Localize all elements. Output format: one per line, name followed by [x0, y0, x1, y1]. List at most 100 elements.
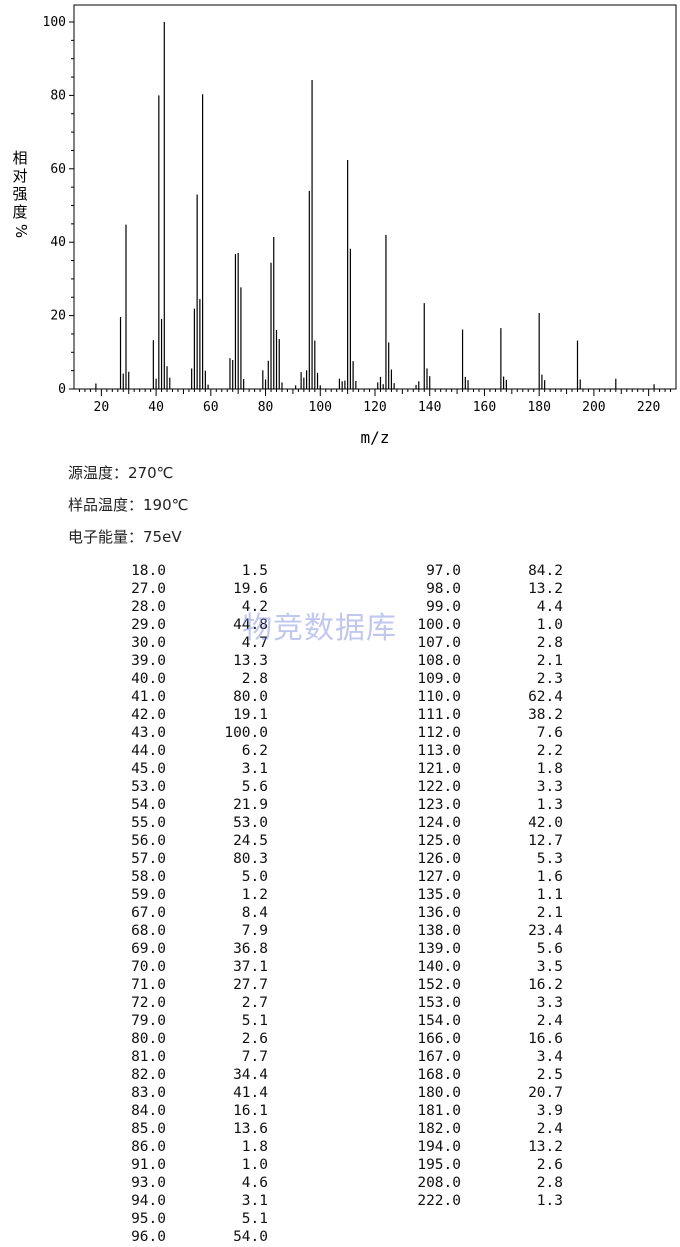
peak-row: 124.0 42.0 — [403, 815, 563, 833]
peak-mz: 140.0 — [417, 959, 461, 975]
peak-mz: 30.0 — [131, 635, 166, 651]
peak-row: 98.0 13.2 — [403, 581, 563, 599]
peak-row: 153.0 3.3 — [403, 995, 563, 1013]
peak-intensity: 62.4 — [528, 689, 563, 705]
peak-mz: 41.0 — [131, 689, 166, 705]
axis-ticks: 0 20 40 60 80 100 20 40 60 80 100 120 140 160 180 200 22… — [43, 15, 672, 415]
peak-mz: 166.0 — [417, 1031, 461, 1047]
peak-mz: 168.0 — [417, 1067, 461, 1083]
peak-intensity: 80.0 — [233, 689, 268, 705]
peak-intensity: 12.7 — [528, 833, 563, 849]
peak-row: 58.0 5.0 — [108, 869, 268, 887]
peak-mz: 122.0 — [417, 779, 461, 795]
peak-mz: 112.0 — [417, 725, 461, 741]
peak-mz: 123.0 — [417, 797, 461, 813]
sample-temperature: 样品温度：190℃ — [68, 496, 189, 514]
peak-intensity: 2.6 — [536, 1157, 563, 1173]
peak-row: 40.0 2.8 — [108, 671, 268, 689]
peak-row: 42.0 19.1 — [108, 707, 268, 725]
peak-mz: 194.0 — [417, 1139, 461, 1155]
peak-row: 222.0 1.3 — [403, 1193, 563, 1211]
peak-mz: 67.0 — [131, 905, 166, 921]
peak-row: 28.0 4.2 — [108, 599, 268, 617]
peak-row: 138.0 23.4 — [403, 923, 563, 941]
peak-mz: 139.0 — [417, 941, 461, 957]
peak-row: 139.0 5.6 — [403, 941, 563, 959]
peak-intensity: 2.4 — [536, 1121, 563, 1137]
x-tick-label: 180 — [527, 400, 550, 415]
peak-intensity: 13.2 — [528, 1139, 563, 1155]
peak-intensity: 3.4 — [536, 1049, 563, 1065]
peak-intensity: 1.3 — [536, 797, 563, 813]
peak-mz: 195.0 — [417, 1157, 461, 1173]
peak-mz: 125.0 — [417, 833, 461, 849]
peak-intensity: 2.8 — [536, 635, 563, 651]
peak-intensity: 54.0 — [233, 1229, 268, 1245]
peak-row: 168.0 2.5 — [403, 1067, 563, 1085]
peak-intensity: 37.1 — [233, 959, 268, 975]
peak-row: 54.0 21.9 — [108, 797, 268, 815]
peak-intensity: 16.2 — [528, 977, 563, 993]
spectrum-bars — [95, 22, 655, 389]
peak-intensity: 2.7 — [241, 995, 268, 1011]
x-tick-label: 220 — [637, 400, 660, 415]
peak-intensity: 16.1 — [233, 1103, 268, 1119]
peak-mz: 138.0 — [417, 923, 461, 939]
peak-intensity: 42.0 — [528, 815, 563, 831]
peak-intensity: 38.2 — [528, 707, 563, 723]
peak-intensity: 1.2 — [241, 887, 268, 903]
peak-intensity: 1.8 — [241, 1139, 268, 1155]
y-tick-label: 80 — [50, 88, 66, 103]
peak-intensity: 2.5 — [536, 1067, 563, 1083]
peak-mz: 121.0 — [417, 761, 461, 777]
peak-mz: 53.0 — [131, 779, 166, 795]
peak-intensity: 1.5 — [241, 563, 268, 579]
peak-row: 194.0 13.2 — [403, 1139, 563, 1157]
peak-row: 180.0 20.7 — [403, 1085, 563, 1103]
peak-row: 136.0 2.1 — [403, 905, 563, 923]
peak-row: 93.0 4.6 — [108, 1175, 268, 1193]
peak-intensity: 5.1 — [241, 1211, 268, 1227]
peak-row: 182.0 2.4 — [403, 1121, 563, 1139]
peak-intensity: 5.6 — [241, 779, 268, 795]
peak-row: 45.0 3.1 — [108, 761, 268, 779]
peak-row: 68.0 7.9 — [108, 923, 268, 941]
peak-row: 122.0 3.3 — [403, 779, 563, 797]
x-tick-label: 40 — [148, 400, 164, 415]
y-tick-label: 40 — [50, 235, 66, 250]
peak-intensity: 36.8 — [233, 941, 268, 957]
peak-mz: 208.0 — [417, 1175, 461, 1191]
peak-intensity: 4.4 — [536, 599, 563, 615]
peak-mz: 44.0 — [131, 743, 166, 759]
peak-intensity: 2.1 — [536, 905, 563, 921]
x-tick-label: 100 — [309, 400, 332, 415]
peak-mz: 153.0 — [417, 995, 461, 1011]
peak-intensity: 2.6 — [241, 1031, 268, 1047]
y-axis-title-char: 对 — [12, 167, 27, 185]
peak-row: 80.0 2.6 — [108, 1031, 268, 1049]
peak-intensity: 2.1 — [536, 653, 563, 669]
peak-row: 99.0 4.4 — [403, 599, 563, 617]
peak-intensity: 5.3 — [536, 851, 563, 867]
peak-row: 53.0 5.6 — [108, 779, 268, 797]
electron-energy: 电子能量：75eV — [68, 528, 182, 546]
peak-mz: 80.0 — [131, 1031, 166, 1047]
source-temperature: 源温度：270℃ — [68, 464, 174, 482]
peak-row: 100.0 1.0 — [403, 617, 563, 635]
peak-mz: 98.0 — [426, 581, 461, 597]
peak-row: 94.0 3.1 — [108, 1193, 268, 1211]
peak-intensity: 20.7 — [528, 1085, 563, 1101]
peak-mz: 93.0 — [131, 1175, 166, 1191]
peak-row: 43.0 100.0 — [108, 725, 268, 743]
peak-mz: 55.0 — [131, 815, 166, 831]
peak-mz: 167.0 — [417, 1049, 461, 1065]
peak-intensity: 34.4 — [233, 1067, 268, 1083]
peak-intensity: 2.8 — [241, 671, 268, 687]
peak-intensity: 23.4 — [528, 923, 563, 939]
peak-row: 91.0 1.0 — [108, 1157, 268, 1175]
peak-mz: 54.0 — [131, 797, 166, 813]
peak-mz: 18.0 — [131, 563, 166, 579]
peak-row: 56.0 24.5 — [108, 833, 268, 851]
peak-mz: 86.0 — [131, 1139, 166, 1155]
